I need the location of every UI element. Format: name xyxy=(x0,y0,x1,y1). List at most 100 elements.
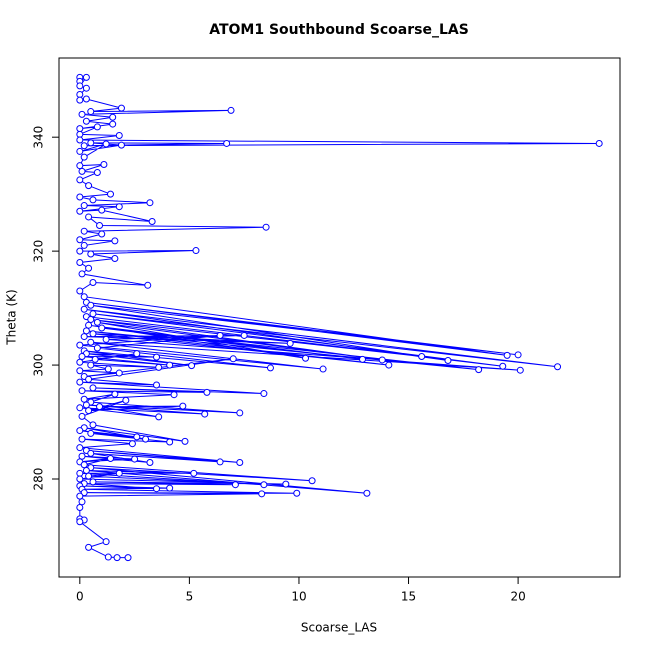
data-point xyxy=(76,147,84,155)
data-point xyxy=(148,218,156,226)
data-point xyxy=(76,130,84,138)
data-point xyxy=(260,390,268,398)
data-point xyxy=(192,247,200,255)
data-point xyxy=(76,358,84,366)
data-point xyxy=(89,478,97,486)
data-point xyxy=(76,176,84,184)
data-point xyxy=(188,362,196,370)
data-point xyxy=(80,241,88,249)
data-point xyxy=(104,553,112,561)
data-point xyxy=(113,554,121,562)
data-point xyxy=(76,162,84,170)
data-point xyxy=(80,153,88,161)
data-point xyxy=(78,270,86,278)
data-point xyxy=(76,444,84,452)
data-point xyxy=(85,375,93,383)
data-point xyxy=(229,355,237,363)
data-point xyxy=(76,82,84,90)
data-point xyxy=(133,350,141,358)
data-point xyxy=(115,469,123,477)
data-point xyxy=(514,351,522,359)
x-tick-label: 10 xyxy=(291,590,306,604)
data-point xyxy=(216,331,224,339)
data-point xyxy=(146,199,154,207)
data-point xyxy=(89,278,97,286)
data-point xyxy=(117,141,125,149)
data-point xyxy=(98,324,106,332)
data-point xyxy=(76,427,84,435)
data-point xyxy=(282,480,290,488)
data-point xyxy=(418,353,426,361)
data-point xyxy=(82,401,90,409)
data-point xyxy=(89,421,97,429)
data-point xyxy=(76,469,84,477)
data-point xyxy=(82,466,90,474)
data-point xyxy=(76,236,84,244)
data-point xyxy=(363,489,371,497)
data-point xyxy=(106,455,114,463)
data-point xyxy=(85,264,93,272)
data-point xyxy=(91,355,99,363)
data-point xyxy=(76,96,84,104)
data-point xyxy=(109,120,117,128)
data-point xyxy=(98,230,106,238)
data-point xyxy=(155,413,163,421)
data-point xyxy=(302,354,310,362)
data-point xyxy=(475,366,483,374)
data-point xyxy=(166,484,174,492)
data-point xyxy=(499,362,507,370)
y-tick-label: 300 xyxy=(32,354,46,377)
y-tick-label: 340 xyxy=(32,126,46,149)
data-point xyxy=(146,458,154,466)
data-point xyxy=(76,90,84,98)
data-point xyxy=(153,485,161,493)
data-point xyxy=(236,458,244,466)
data-point xyxy=(80,293,88,301)
chart-title: ATOM1 Southbound Scoarse_LAS xyxy=(209,22,469,38)
data-point xyxy=(89,384,97,392)
data-point xyxy=(155,363,163,371)
data-point xyxy=(87,449,95,457)
data-point xyxy=(260,481,268,489)
data-point xyxy=(444,357,452,365)
data-point xyxy=(308,477,316,485)
data-point xyxy=(98,206,106,214)
data-point xyxy=(85,472,93,480)
data-point xyxy=(87,338,95,346)
data-point xyxy=(93,169,101,177)
data-point xyxy=(286,339,294,347)
data-point xyxy=(115,131,123,139)
data-point xyxy=(93,344,101,352)
data-point xyxy=(87,139,95,147)
data-point xyxy=(78,435,86,443)
data-point xyxy=(179,402,187,410)
data-point xyxy=(106,190,114,198)
data-point xyxy=(85,407,93,415)
data-point xyxy=(203,388,211,396)
data-point xyxy=(153,381,161,389)
data-point xyxy=(96,221,104,229)
data-point xyxy=(85,182,93,190)
data-point xyxy=(87,250,95,258)
data-point xyxy=(190,469,198,477)
data-point xyxy=(80,142,88,150)
data-point xyxy=(80,305,88,313)
x-tick-label: 20 xyxy=(510,590,525,604)
data-point xyxy=(87,361,95,369)
y-axis-label: Theta (K) xyxy=(5,289,19,345)
data-point xyxy=(93,318,101,326)
data-point xyxy=(258,490,266,498)
data-point xyxy=(76,207,84,215)
data-point xyxy=(319,365,327,373)
data-point xyxy=(76,136,84,144)
x-axis-label: Scoarse_LAS xyxy=(301,621,377,635)
data-point xyxy=(76,367,84,375)
data-point xyxy=(385,361,393,369)
data-point xyxy=(128,440,136,448)
data-point xyxy=(76,378,84,386)
data-point xyxy=(89,330,97,338)
data-point xyxy=(231,481,239,489)
data-point xyxy=(82,117,90,125)
data-point xyxy=(111,237,119,245)
